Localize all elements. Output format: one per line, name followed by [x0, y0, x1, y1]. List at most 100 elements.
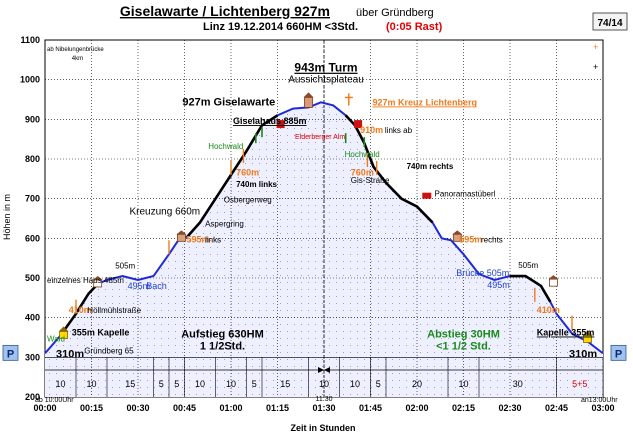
area-dot	[273, 177, 274, 178]
area-dot	[245, 345, 246, 346]
area-dot	[490, 303, 491, 304]
area-dot	[287, 289, 288, 290]
area-dot	[217, 303, 218, 304]
area-dot	[420, 345, 421, 346]
area-dot	[217, 394, 218, 395]
area-dot	[364, 303, 365, 304]
area-dot	[322, 170, 323, 171]
area-dot	[56, 359, 57, 360]
area-dot	[392, 205, 393, 206]
area-dot	[490, 324, 491, 325]
area-dot	[371, 345, 372, 346]
area-dot	[406, 373, 407, 374]
area-dot	[525, 296, 526, 297]
area-dot	[413, 366, 414, 367]
area-dot	[343, 247, 344, 248]
phase-arrow-head	[318, 367, 324, 374]
area-dot	[357, 142, 358, 143]
area-dot	[273, 156, 274, 157]
area-dot	[350, 359, 351, 360]
area-dot	[427, 373, 428, 374]
chapel-roof	[582, 330, 593, 336]
area-dot	[259, 184, 260, 185]
phase-subtitle: <1 1/2 Std.	[436, 340, 491, 352]
area-dot	[595, 352, 596, 353]
area-dot	[518, 359, 519, 360]
area-dot	[301, 268, 302, 269]
area-dot	[245, 261, 246, 262]
area-dot	[238, 373, 239, 374]
area-dot	[441, 289, 442, 290]
area-dot	[567, 387, 568, 388]
area-dot	[546, 338, 547, 339]
area-dot	[98, 380, 99, 381]
area-dot	[273, 275, 274, 276]
area-dot	[350, 261, 351, 262]
area-dot	[287, 205, 288, 206]
area-dot	[224, 191, 225, 192]
area-dot	[336, 226, 337, 227]
area-dot	[168, 366, 169, 367]
area-dot	[448, 359, 449, 360]
area-dot	[203, 268, 204, 269]
area-dot	[112, 282, 113, 283]
area-dot	[294, 359, 295, 360]
area-dot	[588, 394, 589, 395]
area-dot	[329, 359, 330, 360]
area-dot	[280, 128, 281, 129]
area-dot	[175, 359, 176, 360]
area-dot	[322, 149, 323, 150]
area-dot	[413, 317, 414, 318]
area-dot	[406, 387, 407, 388]
annotation-label: Aspergring	[205, 219, 244, 228]
area-dot	[322, 345, 323, 346]
area-dot	[525, 310, 526, 311]
area-dot	[266, 184, 267, 185]
area-dot	[259, 345, 260, 346]
area-dot	[476, 331, 477, 332]
area-dot	[182, 345, 183, 346]
area-dot	[182, 359, 183, 360]
area-dot	[392, 394, 393, 395]
area-dot	[259, 380, 260, 381]
area-dot	[175, 380, 176, 381]
area-dot	[182, 254, 183, 255]
area-dot	[231, 331, 232, 332]
area-dot	[189, 275, 190, 276]
area-dot	[238, 261, 239, 262]
area-dot	[77, 324, 78, 325]
area-dot	[161, 380, 162, 381]
area-dot	[147, 394, 148, 395]
area-dot	[518, 345, 519, 346]
area-dot	[217, 212, 218, 213]
area-dot	[448, 345, 449, 346]
area-dot	[210, 310, 211, 311]
area-dot	[301, 331, 302, 332]
area-dot	[511, 303, 512, 304]
area-dot	[588, 366, 589, 367]
area-dot	[329, 114, 330, 115]
area-dot	[168, 282, 169, 283]
area-dot	[329, 345, 330, 346]
area-dot	[518, 310, 519, 311]
area-dot	[175, 275, 176, 276]
area-dot	[210, 387, 211, 388]
area-dot	[77, 380, 78, 381]
area-dot	[259, 170, 260, 171]
area-dot	[287, 338, 288, 339]
area-dot	[357, 275, 358, 276]
area-dot	[364, 338, 365, 339]
area-dot	[161, 331, 162, 332]
area-dot	[217, 366, 218, 367]
area-dot	[301, 352, 302, 353]
area-dot	[280, 282, 281, 283]
area-dot	[329, 184, 330, 185]
area-dot	[161, 275, 162, 276]
area-dot	[329, 317, 330, 318]
area-dot	[154, 366, 155, 367]
area-dot	[364, 324, 365, 325]
area-dot	[420, 352, 421, 353]
area-dot	[266, 345, 267, 346]
area-dot	[154, 352, 155, 353]
area-dot	[532, 324, 533, 325]
